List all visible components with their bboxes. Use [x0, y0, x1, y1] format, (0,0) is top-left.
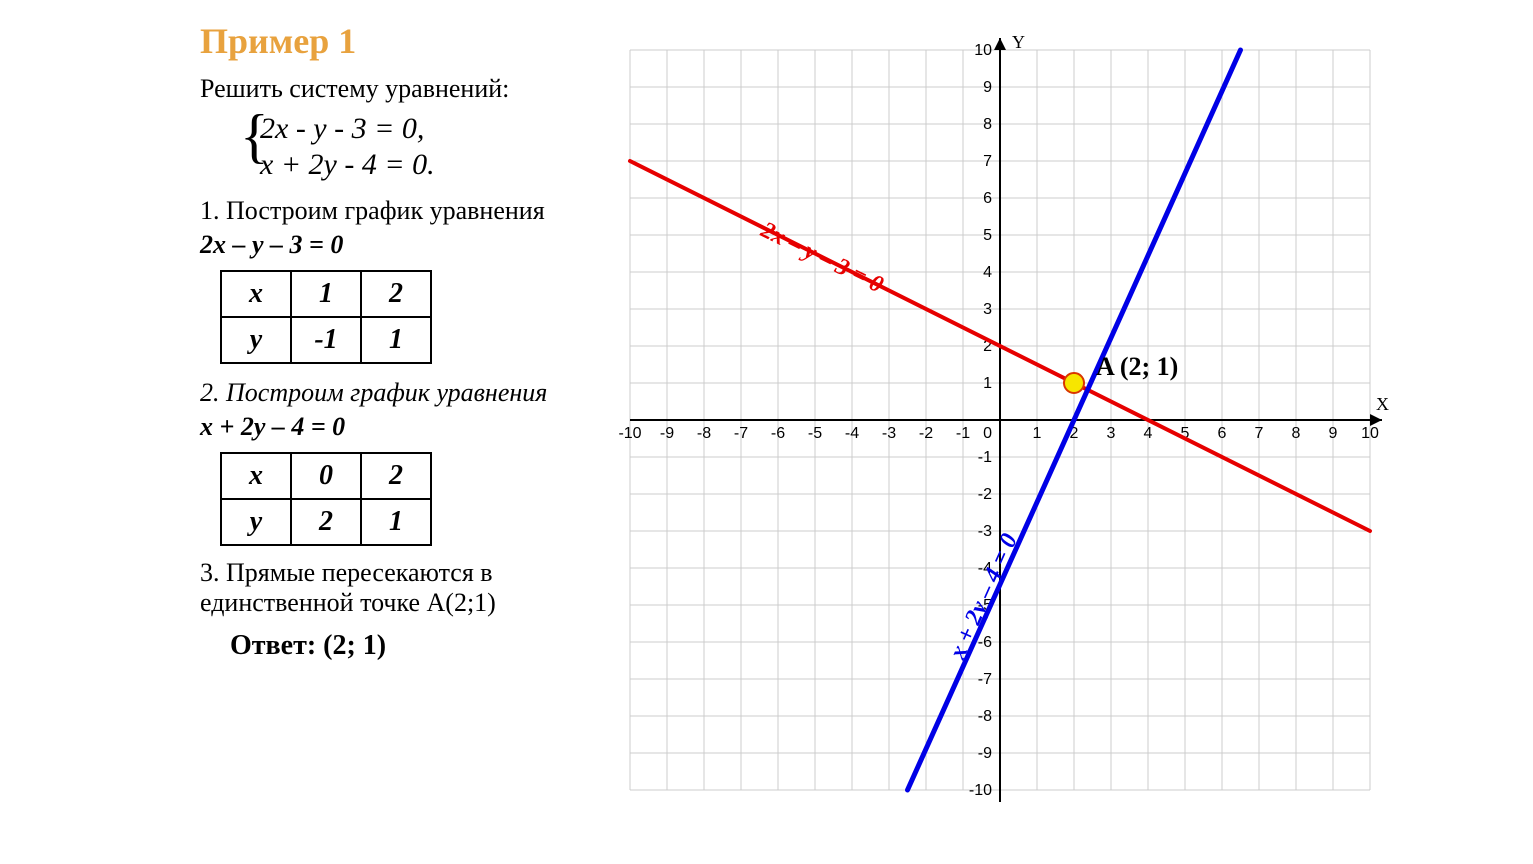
step2-text: 2. Построим график уравнения [200, 378, 560, 408]
svg-text:-3: -3 [882, 425, 896, 442]
table-cell: -1 [291, 317, 361, 363]
svg-text:7: 7 [1255, 425, 1264, 442]
step1-equation: 2x – y – 3 = 0 [200, 230, 560, 260]
svg-text:3: 3 [1107, 425, 1116, 442]
svg-text:8: 8 [1292, 425, 1301, 442]
svg-text:6: 6 [983, 190, 992, 207]
table-cell: x [221, 271, 291, 317]
svg-text:-4: -4 [845, 425, 859, 442]
svg-text:1: 1 [983, 375, 992, 392]
svg-text:8: 8 [983, 116, 992, 133]
svg-text:-7: -7 [978, 671, 992, 688]
coordinate-graph: XY-10-9-8-7-6-5-4-3-2-112345678910-10-9-… [600, 20, 1400, 820]
table-row: x 0 2 [221, 453, 431, 499]
svg-text:-1: -1 [978, 449, 992, 466]
table-row: y -1 1 [221, 317, 431, 363]
svg-text:-2: -2 [978, 486, 992, 503]
subtitle: Решить систему уравнений: [200, 74, 560, 104]
system-eq1: 2x - y - 3 = 0, [260, 112, 560, 146]
system-eq2: x + 2y - 4 = 0. [260, 148, 560, 182]
table-cell: 1 [361, 317, 431, 363]
brace-icon: { [240, 106, 269, 166]
svg-text:6: 6 [1218, 425, 1227, 442]
step3-text: 3. Прямые пересекаются в единственной то… [200, 558, 560, 618]
step1-table: x 1 2 y -1 1 [220, 270, 432, 364]
svg-text:4: 4 [1144, 425, 1153, 442]
svg-text:5: 5 [983, 227, 992, 244]
svg-text:-2: -2 [919, 425, 933, 442]
svg-text:Y: Y [1012, 32, 1025, 52]
svg-text:-1: -1 [956, 425, 970, 442]
table-cell: 0 [291, 453, 361, 499]
svg-text:-10: -10 [618, 425, 641, 442]
svg-text:9: 9 [983, 79, 992, 96]
table-cell: y [221, 317, 291, 363]
step1-text: 1. Построим график уравнения [200, 196, 560, 226]
svg-text:-9: -9 [660, 425, 674, 442]
svg-text:10: 10 [974, 42, 992, 59]
svg-text:1: 1 [1033, 425, 1042, 442]
table-row: y 2 1 [221, 499, 431, 545]
svg-text:-7: -7 [734, 425, 748, 442]
table-cell: 1 [291, 271, 361, 317]
svg-text:4: 4 [983, 264, 992, 281]
svg-text:3: 3 [983, 301, 992, 318]
step2-table: x 0 2 y 2 1 [220, 452, 432, 546]
equation-system: { 2x - y - 3 = 0, x + 2y - 4 = 0. [240, 112, 560, 182]
svg-text:7: 7 [983, 153, 992, 170]
svg-text:10: 10 [1361, 425, 1379, 442]
table-cell: y [221, 499, 291, 545]
svg-text:-6: -6 [771, 425, 785, 442]
svg-text:0: 0 [983, 425, 992, 442]
answer: Ответ: (2; 1) [230, 630, 560, 662]
page-title: Пример 1 [200, 20, 560, 62]
table-cell: 2 [361, 453, 431, 499]
svg-text:-3: -3 [978, 523, 992, 540]
svg-text:9: 9 [1329, 425, 1338, 442]
svg-text:-8: -8 [697, 425, 711, 442]
table-row: x 1 2 [221, 271, 431, 317]
svg-text:-10: -10 [969, 782, 992, 799]
page-container: Пример 1 Решить систему уравнений: { 2x … [20, 20, 1513, 820]
svg-text:-9: -9 [978, 745, 992, 762]
step2-equation: x + 2y – 4 = 0 [200, 412, 560, 442]
table-cell: x [221, 453, 291, 499]
table-cell: 1 [361, 499, 431, 545]
svg-text:X: X [1376, 394, 1389, 414]
svg-text:A (2; 1): A (2; 1) [1096, 352, 1178, 381]
svg-text:-8: -8 [978, 708, 992, 725]
left-column: Пример 1 Решить систему уравнений: { 2x … [20, 20, 560, 820]
right-column: XY-10-9-8-7-6-5-4-3-2-112345678910-10-9-… [600, 20, 1513, 820]
table-cell: 2 [361, 271, 431, 317]
table-cell: 2 [291, 499, 361, 545]
svg-text:-5: -5 [808, 425, 822, 442]
